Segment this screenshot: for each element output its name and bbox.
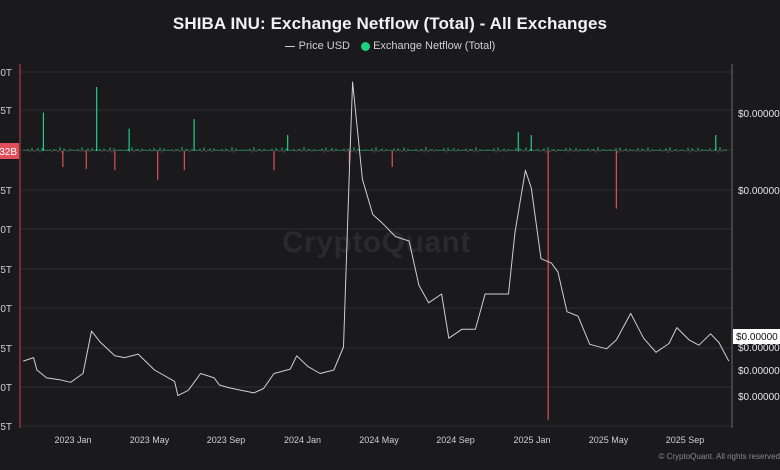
- x-tick-label: 2024 Sep: [436, 435, 475, 445]
- legend-item-netflow[interactable]: Exchange Netflow (Total): [361, 40, 495, 52]
- current-price-badge: [733, 329, 780, 344]
- dot-swatch-icon: [361, 41, 371, 51]
- current-netflow-badge: [0, 143, 19, 159]
- price-line: [23, 81, 730, 397]
- y-tick-label: 5T: [0, 186, 12, 197]
- x-tick-label: 2024 Jan: [284, 435, 321, 445]
- right-tick-label: $0.00000: [738, 366, 780, 377]
- x-tick-label: 2023 Jan: [54, 435, 91, 445]
- y-tick-label: 0T: [0, 383, 12, 394]
- y-tick-label: 0T: [0, 68, 12, 79]
- x-tick-label: 2023 May: [130, 435, 170, 445]
- x-tick-label: 2025 May: [589, 435, 629, 445]
- chart-legend: Price USD Exchange Netflow (Total): [0, 40, 780, 52]
- y-tick-label: 5T: [0, 344, 12, 355]
- legend-label-netflow: Exchange Netflow (Total): [373, 40, 496, 52]
- right-tick-label: $0.00000: [738, 109, 780, 120]
- x-tick-label: 2023 Sep: [207, 435, 246, 445]
- copyright-footer: © CryptoQuant. All rights reserved: [658, 452, 780, 461]
- y-tick-label: 5T: [0, 422, 12, 433]
- current-price-label: $0.00000: [736, 332, 778, 343]
- y-tick-label: 5T: [0, 106, 12, 117]
- current-netflow-label: 32B: [0, 147, 17, 158]
- y-tick-label: 5T: [0, 265, 12, 276]
- x-tick-label: 2024 May: [359, 435, 399, 445]
- right-tick-label: $0.00000: [738, 343, 780, 354]
- chart-title: SHIBA INU: Exchange Netflow (Total) - Al…: [172, 14, 608, 33]
- right-tick-label: $0.00000: [738, 392, 780, 403]
- line-swatch-icon: [284, 45, 295, 47]
- x-tick-label: 2025 Jan: [513, 435, 550, 445]
- x-tick-label: 2025 Sep: [666, 435, 705, 445]
- legend-item-price[interactable]: Price USD: [284, 40, 350, 52]
- y-tick-label: 0T: [0, 304, 12, 315]
- right-tick-label: $0.00000: [738, 186, 780, 197]
- y-tick-label: 0T: [0, 225, 12, 236]
- watermark: CryptoQuant: [282, 226, 471, 259]
- legend-label-price: Price USD: [298, 40, 350, 52]
